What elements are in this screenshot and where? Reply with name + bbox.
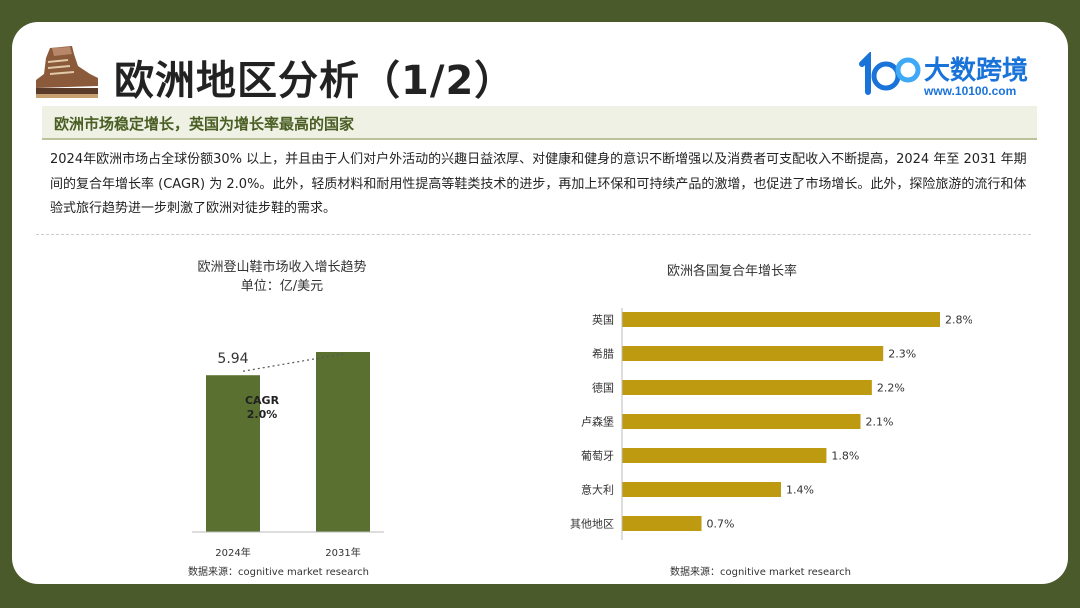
brand-logo: 大数跨境 www.10100.com — [858, 48, 1054, 108]
summary-paragraph: 2024年欧洲市场占全球份额30% 以上，并且由于人们对户外活动的兴趣日益浓厚、… — [50, 152, 1027, 216]
cagr-value: 2.0% — [247, 408, 278, 421]
category-label: 意大利 — [581, 483, 614, 497]
left-chart-source: 数据来源：cognitive market research — [188, 567, 369, 578]
hiking-boot-icon — [36, 46, 98, 98]
data-label: 2.3% — [888, 348, 916, 361]
data-label: 2.8% — [945, 314, 972, 327]
bar-2031年 — [316, 352, 370, 532]
left-chart-title-block: 欧洲登山鞋市场收入增长趋势 单位：亿/美元 — [162, 258, 402, 296]
logo-url: www.10100.com — [924, 84, 1017, 98]
left-chart-unit: 单位：亿/美元 — [240, 279, 324, 294]
logo-10100-icon — [859, 52, 921, 95]
bar-希腊 — [622, 346, 884, 361]
bar-英国 — [622, 312, 940, 327]
page-title: 欧洲地区分析（1/2） — [114, 58, 516, 104]
left-chart-title: 欧洲登山鞋市场收入增长趋势 — [197, 260, 367, 275]
data-label: 1.8% — [831, 450, 859, 463]
data-label: 1.4% — [786, 484, 814, 497]
divider — [36, 234, 1031, 235]
category-label: 德国 — [592, 381, 614, 395]
data-label: 2.2% — [877, 382, 905, 395]
data-label: 2.1% — [866, 416, 894, 429]
category-label: 其他地区 — [570, 518, 614, 531]
bar-意大利 — [622, 482, 781, 497]
slide-card: 欧洲地区分析（1/2） 大数跨境 www.10100.com 欧洲市场稳定增长，… — [12, 22, 1068, 584]
right-bar-chart: 英国 2.8% 希腊 2.3% 德国 2.2% 卢森堡 2.1% 葡萄牙 1.8% 意大利 1.4% 其… — [570, 308, 972, 540]
bar-葡萄牙 — [622, 448, 827, 463]
category-label: 希腊 — [592, 347, 614, 361]
data-label: 5.94 — [217, 351, 248, 367]
category-label: 葡萄牙 — [581, 450, 614, 463]
data-label: 0.7% — [707, 518, 735, 531]
bar-2024年 — [206, 375, 260, 532]
cagr-trend-line — [242, 353, 344, 372]
category-label: 卢森堡 — [581, 415, 614, 429]
subtitle: 欧洲市场稳定增长，英国为增长率最高的国家 — [54, 115, 355, 133]
subtitle-bar: 欧洲市场稳定增长，英国为增长率最高的国家 — [42, 106, 1037, 140]
right-chart-title: 欧洲各国复合年增长率 — [666, 264, 797, 279]
bar-卢森堡 — [622, 414, 861, 429]
x-tick-label: 2024年 — [215, 546, 250, 559]
right-chart-source: 数据来源：cognitive market research — [670, 567, 851, 578]
cagr-label: CAGR — [245, 394, 280, 407]
bar-德国 — [622, 380, 872, 395]
category-label: 英国 — [592, 313, 614, 327]
bar-其他地区 — [622, 516, 702, 531]
logo-name: 大数跨境 — [924, 56, 1029, 86]
x-tick-label: 2031年 — [325, 546, 360, 559]
